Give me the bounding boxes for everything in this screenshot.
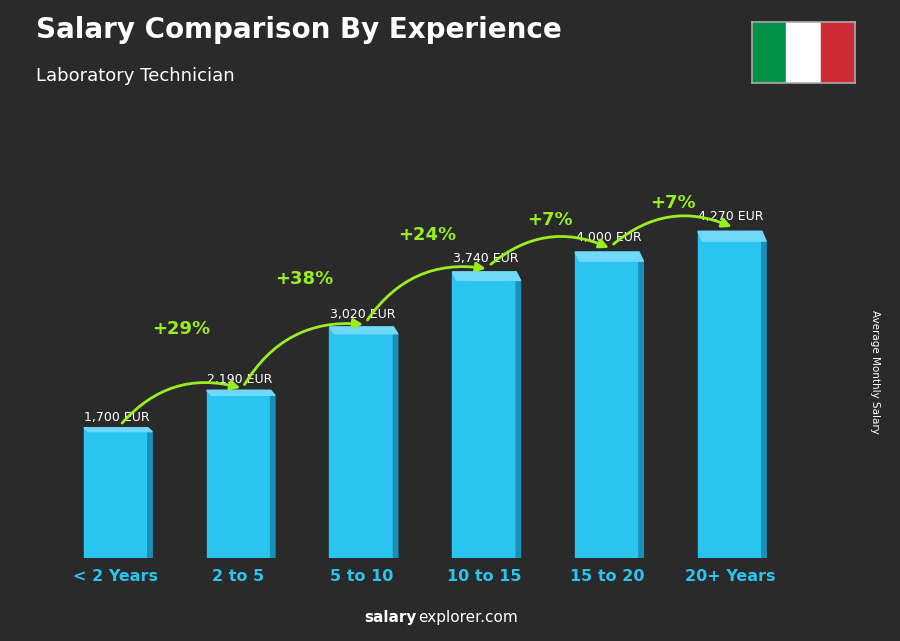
Polygon shape bbox=[393, 327, 398, 558]
Bar bbox=[821, 22, 855, 83]
Polygon shape bbox=[207, 390, 271, 558]
Text: 3,020 EUR: 3,020 EUR bbox=[330, 308, 395, 321]
Text: 4,000 EUR: 4,000 EUR bbox=[575, 231, 641, 244]
Polygon shape bbox=[84, 428, 148, 558]
Polygon shape bbox=[271, 390, 275, 558]
Text: Laboratory Technician: Laboratory Technician bbox=[36, 67, 235, 85]
Text: +24%: +24% bbox=[398, 226, 456, 244]
Polygon shape bbox=[148, 428, 152, 558]
Polygon shape bbox=[575, 252, 639, 558]
Text: 2,190 EUR: 2,190 EUR bbox=[207, 373, 273, 386]
Text: +29%: +29% bbox=[153, 319, 211, 338]
Polygon shape bbox=[453, 272, 520, 280]
Polygon shape bbox=[698, 231, 766, 241]
Text: Salary Comparison By Experience: Salary Comparison By Experience bbox=[36, 16, 562, 44]
Text: salary: salary bbox=[364, 610, 417, 625]
Text: explorer.com: explorer.com bbox=[418, 610, 518, 625]
Bar bbox=[752, 22, 786, 83]
Polygon shape bbox=[516, 272, 520, 558]
Text: +38%: +38% bbox=[275, 269, 334, 288]
Polygon shape bbox=[329, 327, 398, 334]
Text: 4,270 EUR: 4,270 EUR bbox=[698, 210, 764, 223]
Polygon shape bbox=[329, 327, 393, 558]
Polygon shape bbox=[761, 231, 766, 558]
Text: 1,700 EUR: 1,700 EUR bbox=[85, 412, 150, 424]
Text: +7%: +7% bbox=[527, 210, 573, 229]
Polygon shape bbox=[207, 390, 275, 395]
Polygon shape bbox=[453, 272, 516, 558]
Polygon shape bbox=[639, 252, 644, 558]
Bar bbox=[786, 22, 821, 83]
Polygon shape bbox=[575, 252, 644, 261]
Text: 3,740 EUR: 3,740 EUR bbox=[453, 252, 518, 265]
Text: +7%: +7% bbox=[650, 194, 696, 212]
Polygon shape bbox=[84, 428, 152, 431]
Text: Average Monthly Salary: Average Monthly Salary bbox=[869, 310, 880, 434]
Polygon shape bbox=[698, 231, 761, 558]
